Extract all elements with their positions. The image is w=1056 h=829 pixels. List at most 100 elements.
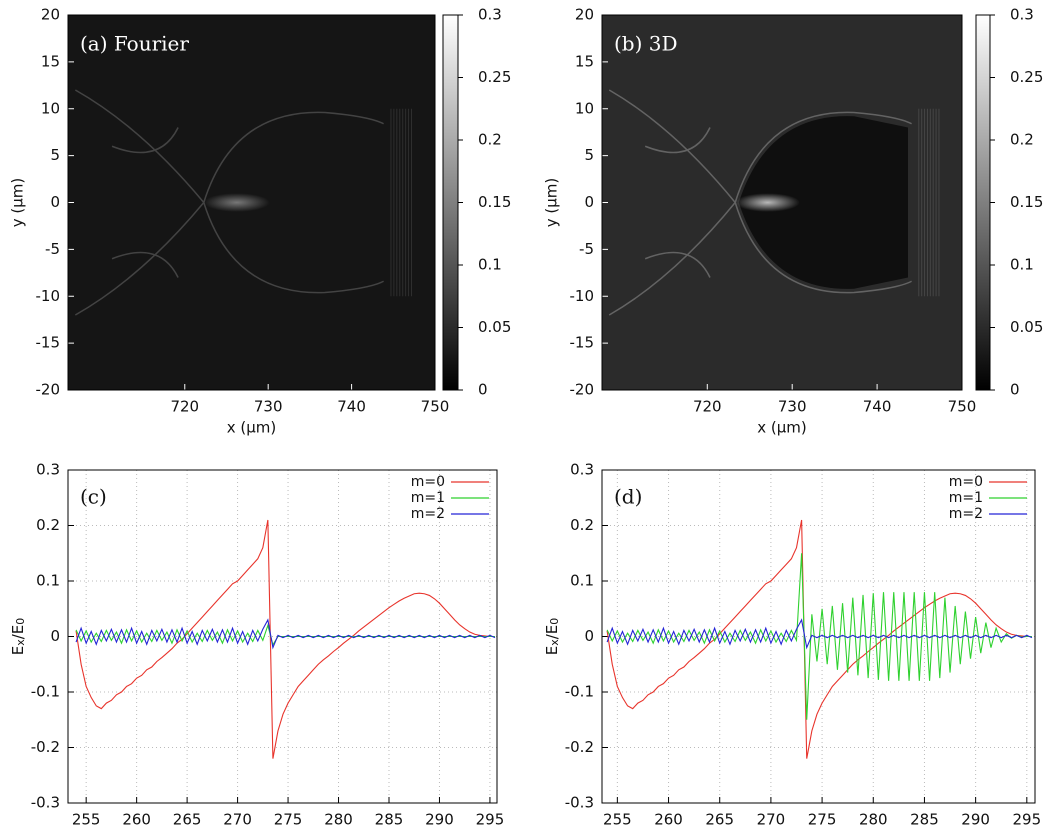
colorbar — [442, 14, 459, 391]
x-tick-label: 295 — [1012, 811, 1041, 829]
y-tick-label: 0.1 — [570, 572, 594, 590]
y-tick-label: 0.2 — [570, 516, 594, 534]
x-tick-label: 275 — [808, 811, 837, 829]
panel-annotation: (d) — [614, 485, 642, 509]
colorbar-tick-label: 0.05 — [478, 318, 511, 336]
y-tick-label: 0.3 — [36, 461, 60, 479]
y-tick-label: 10 — [41, 99, 60, 117]
panel-annotation: (c) — [80, 485, 107, 509]
colorbar-tick-label: 0.3 — [1010, 6, 1034, 24]
y-axis-label-part: 0 — [14, 618, 27, 625]
x-tick-label: 260 — [654, 811, 683, 829]
legend-label: m=2 — [949, 506, 983, 522]
legend-label: m=1 — [411, 490, 445, 506]
series-line — [606, 618, 1033, 650]
x-tick-label: 260 — [122, 811, 151, 829]
y-axis-label-part: E — [9, 646, 27, 655]
x-tick-label: 750 — [948, 398, 977, 416]
electron-beam — [203, 193, 270, 212]
y-tick-label: 0.2 — [36, 516, 60, 534]
x-tick-label: 270 — [223, 811, 252, 829]
colorbar-tick-label: 0.05 — [1010, 318, 1043, 336]
colorbar-tick-label: 0.15 — [1010, 193, 1043, 211]
y-tick-label: -5 — [579, 240, 594, 258]
plot-frame — [67, 469, 498, 804]
y-tick-label: -15 — [570, 334, 595, 352]
y-tick-label: -10 — [36, 287, 61, 305]
x-tick-label: 255 — [72, 811, 101, 829]
electron-beam — [735, 193, 800, 212]
series-line — [75, 623, 495, 647]
y-tick-label: -0.2 — [565, 738, 594, 756]
plot-frame — [601, 14, 963, 391]
y-tick-label: 0 — [50, 627, 60, 645]
plot-frame — [67, 14, 436, 391]
y-axis-label: Ex/E0 — [9, 618, 27, 656]
x-axis-label: x (μm) — [757, 419, 807, 437]
x-tick-label: 740 — [863, 398, 892, 416]
colorbar-tick-label: 0.2 — [478, 131, 502, 149]
x-tick-label: 285 — [375, 811, 404, 829]
panel-annotation: (b) 3D — [614, 32, 678, 56]
x-tick-label: 265 — [705, 811, 734, 829]
y-tick-label: -20 — [36, 381, 61, 399]
y-tick-label: -10 — [570, 287, 595, 305]
y-tick-label: -0.1 — [31, 683, 60, 701]
x-tick-label: 280 — [859, 811, 888, 829]
y-axis-label: y (μm) — [9, 178, 27, 228]
y-tick-label: 15 — [575, 52, 594, 70]
x-tick-label: 265 — [173, 811, 202, 829]
colorbar-tick-label: 0.1 — [1010, 256, 1034, 274]
y-tick-label: 0 — [50, 193, 60, 211]
y-tick-label: 0.1 — [36, 572, 60, 590]
x-axis-label: x (μm) — [227, 419, 277, 437]
x-tick-label: 290 — [961, 811, 990, 829]
y-tick-label: -20 — [570, 381, 595, 399]
y-axis-label-part: E — [543, 646, 561, 655]
series-line — [606, 553, 1032, 720]
x-tick-label: 740 — [337, 398, 366, 416]
y-tick-label: -15 — [36, 334, 61, 352]
y-tick-label: 0.3 — [570, 461, 594, 479]
y-tick-label: -5 — [45, 240, 60, 258]
y-tick-label: 0 — [584, 627, 594, 645]
x-tick-label: 730 — [254, 398, 283, 416]
series-line — [75, 519, 495, 759]
y-tick-label: -0.1 — [565, 683, 594, 701]
bubble-interior — [738, 116, 908, 289]
colorbar-tick-label: 0.25 — [478, 68, 511, 86]
field-structure — [608, 89, 940, 316]
y-tick-label: 10 — [575, 99, 594, 117]
colorbar-tick-label: 0.1 — [478, 256, 502, 274]
bubble-wall — [734, 111, 912, 203]
series-line — [606, 519, 1032, 759]
x-tick-label: 270 — [757, 811, 786, 829]
y-tick-label: 5 — [50, 146, 60, 164]
bubble-wall — [608, 89, 736, 316]
y-axis-label-part: /E — [543, 625, 561, 640]
y-axis-label-part: x — [548, 639, 561, 646]
bubble-wall — [111, 127, 179, 278]
y-tick-label: 20 — [41, 6, 60, 24]
legend-label: m=1 — [949, 490, 983, 506]
colorbar-tick-label: 0.25 — [1010, 68, 1043, 86]
x-tick-label: 285 — [910, 811, 939, 829]
y-tick-label: -0.3 — [31, 794, 60, 812]
colorbar-tick-label: 0 — [478, 381, 488, 399]
colorbar — [975, 14, 991, 391]
y-tick-label: 0 — [584, 193, 594, 211]
x-tick-label: 255 — [603, 811, 632, 829]
bubble-wall — [734, 202, 912, 294]
bubble-wall — [74, 89, 205, 316]
colorbar-tick-label: 0.3 — [478, 6, 502, 24]
legend-label: m=2 — [411, 506, 445, 522]
colorbar-tick-label: 0.15 — [478, 193, 511, 211]
field-structure — [74, 89, 413, 316]
y-axis-label-part: /E — [9, 625, 27, 640]
y-tick-label: 5 — [584, 146, 594, 164]
y-axis-label: y (μm) — [543, 178, 561, 228]
x-tick-label: 275 — [274, 811, 303, 829]
y-tick-label: 15 — [41, 52, 60, 70]
bubble-wall — [644, 127, 711, 278]
